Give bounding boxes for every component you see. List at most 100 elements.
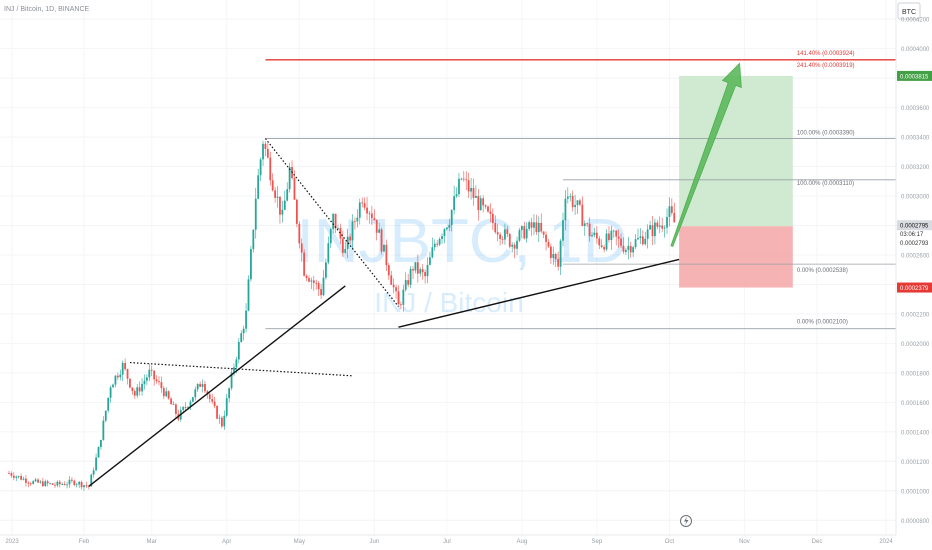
candle: [92, 470, 95, 475]
candle: [337, 228, 339, 229]
candle: [557, 259, 560, 267]
candle: [445, 227, 448, 230]
symbol-title: INJ / Bitcoin, 1D, BINANCE: [4, 6, 90, 13]
candle: [569, 195, 572, 197]
candle: [637, 237, 639, 240]
candle: [247, 279, 250, 311]
candle: [63, 484, 66, 486]
position-zones[interactable]: [679, 75, 793, 288]
x-tick-label: Dec: [812, 539, 823, 545]
x-tick-label: May: [294, 539, 305, 545]
candle: [150, 369, 153, 371]
candle: [387, 265, 390, 276]
candle: [145, 377, 148, 381]
fib-0b-label: 0.00% (0.0002100): [797, 320, 848, 326]
candle: [356, 217, 359, 222]
candle: [271, 180, 274, 191]
price-axis[interactable]: 0.00042000.00040000.00038000.00036000.00…: [901, 18, 930, 525]
candle: [339, 228, 342, 239]
descending-line: [264, 138, 399, 307]
candle: [530, 222, 533, 228]
y-tick-label: 0.0002200: [901, 312, 930, 318]
candle: [61, 484, 64, 485]
candle: [327, 243, 330, 263]
candle: [458, 178, 460, 195]
candle: [402, 289, 405, 305]
x-tick-label: Mar: [147, 539, 157, 545]
y-tick-label: 0.0001200: [901, 460, 930, 466]
y-tick-label: 0.0004200: [901, 18, 930, 24]
candle: [230, 372, 233, 389]
candle: [390, 275, 393, 285]
candle: [266, 148, 269, 158]
candle: [472, 187, 475, 198]
candle: [262, 143, 264, 160]
candle: [286, 189, 289, 201]
candle: [603, 247, 606, 250]
candle: [184, 407, 187, 408]
current-price-tag-bg: [897, 220, 932, 231]
currency-badge[interactable]: [897, 2, 921, 20]
candle: [583, 223, 586, 226]
lightning-icon[interactable]: [680, 515, 692, 527]
candle: [138, 387, 141, 392]
candle: [310, 280, 313, 282]
x-tick-label: Nov: [739, 539, 750, 545]
candle: [438, 238, 441, 245]
uptrend-line-2: [398, 258, 680, 328]
candle: [392, 284, 395, 288]
y-tick-label: 0.0003200: [901, 165, 930, 171]
candle: [528, 222, 531, 229]
candle: [208, 394, 211, 400]
candle: [100, 439, 102, 448]
candle: [632, 247, 635, 253]
candle: [375, 219, 378, 233]
trend-drawings[interactable]: [88, 62, 742, 487]
fib-levels[interactable]: 141.40% (0.0003924) 241.40% (0.0003919) 10…: [265, 51, 896, 330]
candle: [303, 252, 306, 276]
candle: [17, 476, 20, 477]
candle: [605, 233, 608, 250]
candle: [373, 218, 376, 220]
candle: [385, 244, 388, 266]
x-tick-label: Jul: [443, 539, 451, 545]
y-tick-label: 0.0004000: [901, 47, 930, 53]
candle: [295, 199, 298, 224]
candle: [608, 233, 610, 241]
candle: [513, 244, 516, 249]
candle: [124, 362, 127, 370]
candle: [395, 287, 397, 292]
candle: [95, 457, 97, 471]
candle: [654, 222, 656, 237]
y-tick-label: 0.0003600: [901, 106, 930, 112]
candle: [32, 481, 35, 484]
candle: [508, 234, 511, 247]
candle: [646, 229, 649, 239]
time-axis[interactable]: 2023 Feb Mar Apr May Jun Jul Aug Sep Oct Nov Dec 202…: [5, 539, 893, 545]
candle: [533, 222, 535, 228]
candle: [160, 382, 163, 389]
candle: [467, 180, 470, 192]
candle: [90, 474, 93, 487]
candle: [520, 226, 523, 231]
stop-price-tag-bg: [897, 282, 932, 293]
candle: [407, 280, 410, 285]
candle: [600, 245, 603, 248]
candle: [487, 206, 489, 212]
candle: [129, 378, 131, 388]
candle: [245, 310, 247, 329]
candle: [240, 333, 243, 343]
candle: [523, 226, 526, 239]
candle: [218, 417, 221, 419]
candle: [552, 254, 555, 258]
candle: [416, 262, 419, 274]
candle: [25, 478, 27, 483]
candle: [104, 410, 107, 421]
candle: [78, 481, 81, 485]
candle: [363, 203, 366, 208]
candle: [380, 229, 383, 252]
candle: [56, 481, 59, 486]
y-tick-label: 0.0000800: [901, 519, 930, 525]
candle: [383, 244, 385, 252]
